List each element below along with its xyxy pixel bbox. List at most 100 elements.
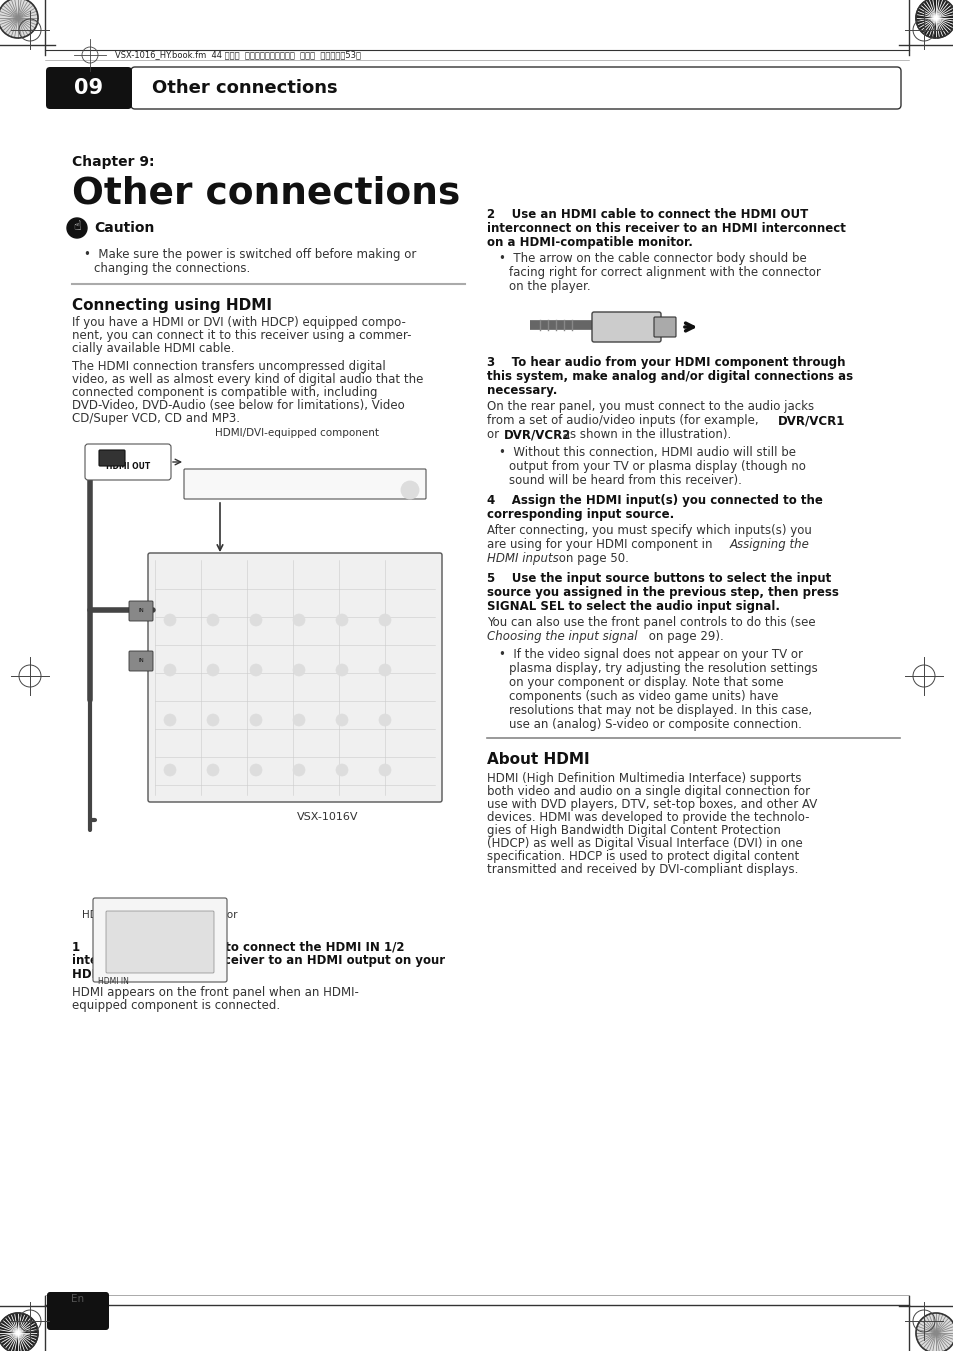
- Text: Caution: Caution: [94, 222, 154, 235]
- Circle shape: [378, 663, 391, 676]
- Text: are using for your HDMI component in: are using for your HDMI component in: [486, 538, 716, 551]
- Circle shape: [293, 713, 305, 725]
- Text: Other connections: Other connections: [152, 78, 337, 97]
- Circle shape: [335, 765, 348, 775]
- Text: source you assigned in the previous step, then press: source you assigned in the previous step…: [486, 586, 838, 598]
- Circle shape: [164, 713, 175, 725]
- Text: Chapter 9:: Chapter 9:: [71, 155, 154, 169]
- Text: plasma display, try adjusting the resolution settings: plasma display, try adjusting the resolu…: [509, 662, 817, 676]
- FancyBboxPatch shape: [92, 898, 227, 982]
- Text: SIGNAL SEL to select the audio input signal.: SIGNAL SEL to select the audio input sig…: [486, 600, 780, 613]
- Text: components (such as video game units) have: components (such as video game units) ha…: [509, 690, 778, 703]
- Text: DVR/VCR1: DVR/VCR1: [778, 413, 844, 427]
- Circle shape: [67, 218, 87, 238]
- Circle shape: [378, 613, 391, 626]
- Text: resolutions that may not be displayed. In this case,: resolutions that may not be displayed. I…: [509, 704, 811, 717]
- FancyBboxPatch shape: [129, 651, 152, 671]
- Circle shape: [207, 663, 219, 676]
- Text: HDMI inputs: HDMI inputs: [486, 553, 558, 565]
- Text: cially available HDMI cable.: cially available HDMI cable.: [71, 342, 234, 355]
- Text: HDMI OUT: HDMI OUT: [106, 462, 150, 471]
- Text: •  If the video signal does not appear on your TV or: • If the video signal does not appear on…: [498, 648, 802, 661]
- Text: IN: IN: [138, 658, 144, 663]
- Text: HDMI/DVI-equipped component: HDMI/DVI-equipped component: [214, 428, 378, 438]
- Text: sound will be heard from this receiver).: sound will be heard from this receiver).: [509, 474, 741, 486]
- FancyBboxPatch shape: [47, 1292, 109, 1329]
- Text: nent, you can connect it to this receiver using a commer-: nent, you can connect it to this receive…: [71, 330, 411, 342]
- Text: ☝: ☝: [73, 220, 81, 234]
- FancyBboxPatch shape: [106, 911, 213, 973]
- Text: HDMI/DVI-compatible monitor
or plasma display: HDMI/DVI-compatible monitor or plasma di…: [82, 911, 237, 932]
- Circle shape: [164, 765, 175, 775]
- Text: 44: 44: [66, 1270, 91, 1288]
- Text: About HDMI: About HDMI: [486, 753, 589, 767]
- Text: DVR/VCR2: DVR/VCR2: [503, 428, 571, 440]
- Text: Other connections: Other connections: [71, 176, 459, 211]
- Text: specification. HDCP is used to protect digital content: specification. HDCP is used to protect d…: [486, 850, 799, 863]
- Text: on a HDMI-compatible monitor.: on a HDMI-compatible monitor.: [486, 236, 692, 249]
- Text: connected component is compatible with, including: connected component is compatible with, …: [71, 386, 377, 399]
- Circle shape: [400, 481, 418, 499]
- Text: Choosing the input signal: Choosing the input signal: [486, 630, 637, 643]
- Text: interconnect on this receiver to an HDMI interconnect: interconnect on this receiver to an HDMI…: [486, 222, 845, 235]
- Circle shape: [250, 663, 262, 676]
- Text: on page 29).: on page 29).: [644, 630, 723, 643]
- Circle shape: [207, 713, 219, 725]
- Text: HDMI IN: HDMI IN: [98, 977, 129, 986]
- Circle shape: [250, 613, 262, 626]
- Text: corresponding input source.: corresponding input source.: [486, 508, 674, 521]
- Text: After connecting, you must specify which inputs(s) you: After connecting, you must specify which…: [486, 524, 811, 536]
- Text: 5    Use the input source buttons to select the input: 5 Use the input source buttons to select…: [486, 571, 830, 585]
- Circle shape: [915, 0, 953, 38]
- Text: 09: 09: [74, 78, 104, 99]
- FancyBboxPatch shape: [129, 601, 152, 621]
- Circle shape: [293, 663, 305, 676]
- Text: from a set of audio/video inputs (for example,: from a set of audio/video inputs (for ex…: [486, 413, 761, 427]
- Text: •  Make sure the power is switched off before making or: • Make sure the power is switched off be…: [84, 249, 416, 261]
- Text: HDMI appears on the front panel when an HDMI-: HDMI appears on the front panel when an …: [71, 986, 358, 998]
- Text: •  The arrow on the cable connector body should be: • The arrow on the cable connector body …: [498, 253, 806, 265]
- Circle shape: [335, 663, 348, 676]
- Text: transmitted and received by DVI-compliant displays.: transmitted and received by DVI-complian…: [486, 863, 798, 875]
- Text: changing the connections.: changing the connections.: [94, 262, 250, 276]
- FancyBboxPatch shape: [592, 312, 660, 342]
- Text: 3    To hear audio from your HDMI component through: 3 To hear audio from your HDMI component…: [486, 357, 844, 369]
- Text: on page 50.: on page 50.: [555, 553, 628, 565]
- Text: video, as well as almost every kind of digital audio that the: video, as well as almost every kind of d…: [71, 373, 423, 386]
- Circle shape: [378, 713, 391, 725]
- Text: You can also use the front panel controls to do this (see: You can also use the front panel control…: [486, 616, 815, 630]
- Circle shape: [207, 613, 219, 626]
- Text: as shown in the illustration).: as shown in the illustration).: [558, 428, 731, 440]
- Circle shape: [250, 765, 262, 775]
- Text: •  Without this connection, HDMI audio will still be: • Without this connection, HDMI audio wi…: [498, 446, 795, 459]
- Text: or: or: [486, 428, 502, 440]
- Circle shape: [293, 765, 305, 775]
- Text: The HDMI connection transfers uncompressed digital: The HDMI connection transfers uncompress…: [71, 359, 385, 373]
- Text: If you have a HDMI or DVI (with HDCP) equipped compo-: If you have a HDMI or DVI (with HDCP) eq…: [71, 316, 405, 330]
- Text: En: En: [71, 1294, 85, 1304]
- Circle shape: [0, 0, 38, 38]
- FancyBboxPatch shape: [654, 317, 676, 336]
- Circle shape: [335, 613, 348, 626]
- Text: gies of High Bandwidth Digital Content Protection: gies of High Bandwidth Digital Content P…: [486, 824, 781, 838]
- Text: 4    Assign the HDMI input(s) you connected to the: 4 Assign the HDMI input(s) you connected…: [486, 494, 822, 507]
- Text: (HDCP) as well as Digital Visual Interface (DVI) in one: (HDCP) as well as Digital Visual Interfa…: [486, 838, 801, 850]
- Text: equipped component is connected.: equipped component is connected.: [71, 998, 280, 1012]
- Circle shape: [250, 713, 262, 725]
- Text: facing right for correct alignment with the connector: facing right for correct alignment with …: [509, 266, 820, 280]
- Text: Connecting using HDMI: Connecting using HDMI: [71, 299, 272, 313]
- Text: output from your TV or plasma display (though no: output from your TV or plasma display (t…: [509, 459, 805, 473]
- Text: interconnect on this receiver to an HDMI output on your: interconnect on this receiver to an HDMI…: [71, 954, 445, 967]
- Text: CD/Super VCD, CD and MP3.: CD/Super VCD, CD and MP3.: [71, 412, 240, 426]
- FancyBboxPatch shape: [148, 553, 441, 802]
- Text: on your component or display. Note that some: on your component or display. Note that …: [509, 676, 782, 689]
- FancyBboxPatch shape: [184, 469, 426, 499]
- FancyBboxPatch shape: [46, 68, 132, 109]
- FancyBboxPatch shape: [131, 68, 900, 109]
- Text: use an (analog) S-video or composite connection.: use an (analog) S-video or composite con…: [509, 717, 801, 731]
- Circle shape: [293, 613, 305, 626]
- Text: this system, make analog and/or digital connections as: this system, make analog and/or digital …: [486, 370, 852, 382]
- Circle shape: [335, 713, 348, 725]
- Text: on the player.: on the player.: [509, 280, 590, 293]
- Text: 2    Use an HDMI cable to connect the HDMI OUT: 2 Use an HDMI cable to connect the HDMI …: [486, 208, 807, 222]
